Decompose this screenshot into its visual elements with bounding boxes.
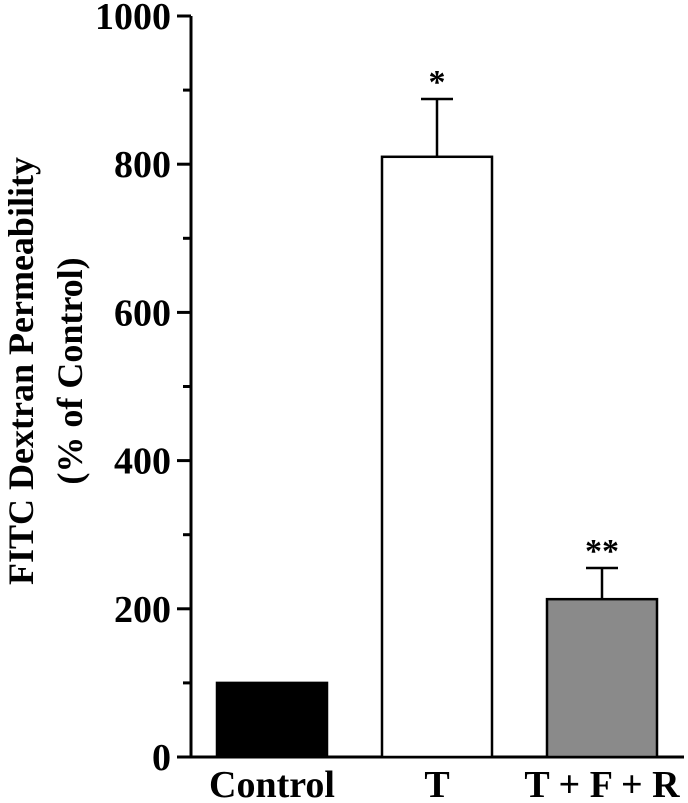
y-axis-ticks: 0 200 400 600 800 1000	[95, 0, 191, 779]
bars: ***	[215, 64, 659, 759]
significance-marker: *	[429, 64, 446, 101]
bar-1	[380, 155, 494, 759]
y-tick-label: 1000	[95, 0, 171, 38]
x-tick-label: T	[424, 764, 449, 803]
y-tick-label: 400	[114, 441, 171, 483]
y-tick-label: 600	[114, 292, 171, 334]
x-tick-label: T + F + R	[524, 764, 680, 803]
bar-0	[215, 681, 329, 759]
x-tick-label: Control	[209, 764, 335, 803]
y-tick-label: 0	[152, 737, 171, 779]
y-axis-label-line2: (% of Control)	[50, 257, 90, 484]
x-axis-tick-labels: Control T T + F + R	[209, 764, 680, 803]
y-axis-label-line1: FITC Dextran Permeability	[1, 157, 41, 585]
y-tick-label: 800	[114, 144, 171, 186]
y-axis-label: FITC Dextran Permeability (% of Control)	[1, 157, 90, 585]
bar-2	[545, 597, 659, 759]
y-tick-label: 200	[114, 589, 171, 631]
significance-marker: **	[585, 533, 619, 570]
